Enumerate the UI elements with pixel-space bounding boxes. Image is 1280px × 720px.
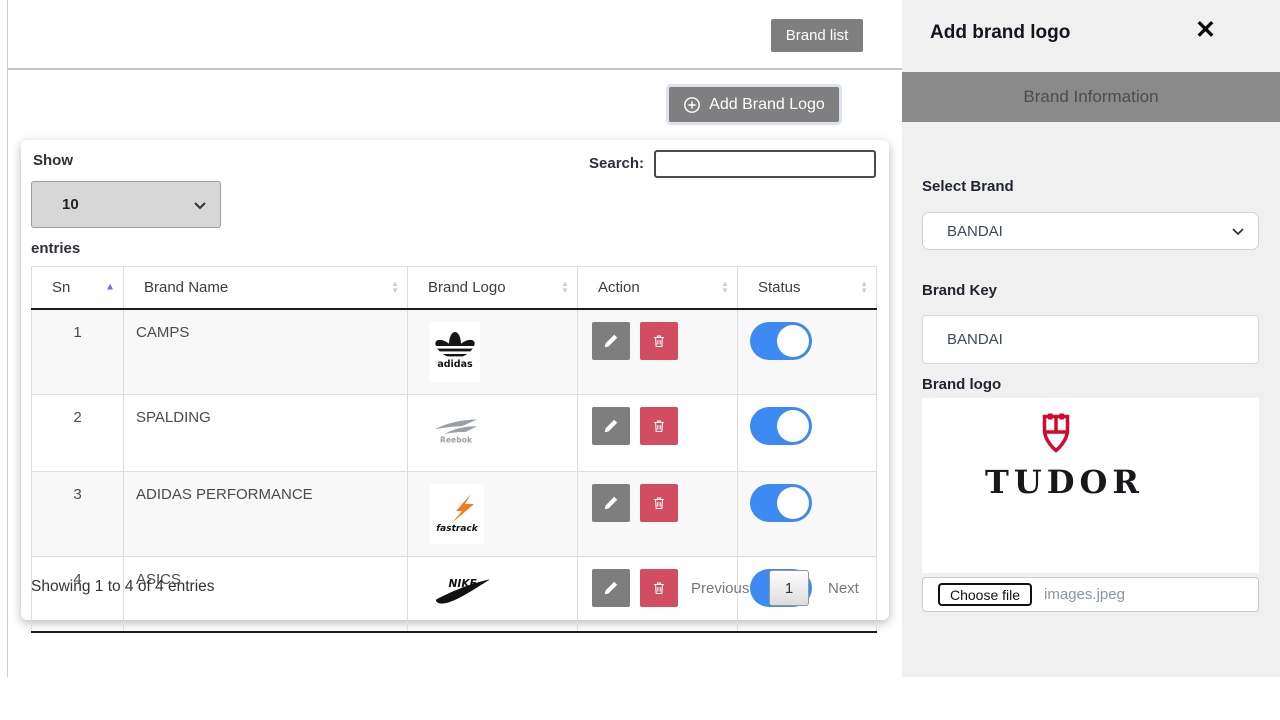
toggle-knob	[777, 409, 809, 442]
search-label: Search:	[589, 155, 645, 172]
delete-button[interactable]	[640, 568, 679, 607]
column-label: Brand Logo	[428, 278, 506, 296]
trash-icon	[654, 581, 665, 594]
brand-table: Sn ▲ Brand Name ▲ ▼ Brand Logo ▲ ▼ Action ▲ ▼ Statu…	[31, 266, 877, 633]
table-row: 2 SPALDING Reebok	[31, 393, 877, 472]
page-size-value: 10	[62, 196, 79, 213]
delete-button[interactable]	[640, 321, 679, 360]
select-brand-dropdown[interactable]: BANDAI	[922, 212, 1259, 250]
cell-brand-name: SPALDING	[123, 393, 408, 472]
chevron-down-icon	[1232, 228, 1244, 236]
column-label: Status	[758, 278, 801, 296]
sort-icon: ▲ ▼	[561, 279, 569, 296]
cell-brand-name: ASICS	[123, 555, 408, 632]
brand-list-page: Brand list Add Brand Logo Show 10 entrie…	[7, 0, 902, 677]
column-header-action[interactable]: Action ▲ ▼	[577, 266, 738, 310]
select-brand-label: Select Brand	[922, 178, 1014, 195]
toggle-knob	[777, 486, 809, 519]
add-brand-logo-button[interactable]: Add Brand Logo	[669, 87, 839, 122]
pencil-icon	[604, 496, 618, 509]
tudor-logo: TUDOR	[985, 412, 1144, 501]
cell-sn: 2	[31, 393, 124, 472]
brand-logo-file-input[interactable]: Choose file images.jpeg	[922, 577, 1259, 612]
brand-information-header: Brand Information	[902, 72, 1280, 122]
status-toggle[interactable]	[750, 406, 812, 445]
brand-list-button[interactable]: Brand list	[771, 19, 863, 52]
select-brand-value: BANDAI	[947, 222, 1003, 240]
edit-button[interactable]	[592, 483, 630, 522]
svg-text:Reebok: Reebok	[440, 435, 473, 444]
column-label: Action	[598, 278, 640, 296]
column-label: Sn	[52, 278, 71, 296]
sort-icon: ▲ ▼	[391, 279, 399, 296]
brand-logo-label: Brand logo	[922, 376, 1002, 393]
choose-file-button[interactable]: Choose file	[938, 583, 1033, 606]
sort-icon: ▲ ▼	[721, 279, 729, 296]
table-header-row: Sn ▲ Brand Name ▲ ▼ Brand Logo ▲ ▼ Action ▲ ▼ Statu…	[31, 266, 877, 310]
table-info: Showing 1 to 4 of 4 entries	[31, 578, 215, 595]
panel-title: Add brand logo	[930, 22, 1071, 43]
cell-brand-name: ADIDAS PERFORMANCE	[123, 470, 408, 557]
brand-key-input[interactable]	[922, 315, 1259, 364]
cell-sn: 3	[31, 470, 124, 557]
column-header-status[interactable]: Status ▲ ▼	[737, 266, 877, 310]
search-input[interactable]	[654, 150, 876, 178]
topbar: Brand list	[8, 0, 902, 70]
table-row: 3 ADIDAS PERFORMANCE fastrack	[31, 470, 877, 557]
svg-text:fastrack: fastrack	[436, 524, 478, 534]
edit-button[interactable]	[592, 568, 630, 607]
pencil-icon	[604, 334, 618, 347]
delete-button[interactable]	[640, 406, 679, 445]
brand-logo-preview: TUDOR	[922, 398, 1259, 573]
tudor-shield-icon	[1042, 413, 1070, 453]
brand-table-card: Show 10 entries Search: Sn ▲ Brand Name ▲ ▼ B…	[21, 140, 889, 633]
status-toggle[interactable]	[750, 321, 812, 360]
entries-label: entries	[31, 240, 81, 257]
previous-button[interactable]: Previous	[691, 580, 750, 597]
cell-brand-name: CAMPS	[123, 308, 408, 395]
chevron-down-icon	[194, 202, 206, 210]
reebok-logo: Reebok	[430, 406, 482, 459]
column-header-brand-logo[interactable]: Brand Logo ▲ ▼	[407, 266, 578, 310]
page-size-select[interactable]: 10	[31, 181, 221, 228]
brand-key-label: Brand Key	[922, 282, 998, 299]
table-row: 1 CAMPS adidas	[31, 308, 877, 395]
selected-file-name: images.jpeg	[1044, 586, 1125, 603]
delete-button[interactable]	[640, 483, 679, 522]
trash-icon	[654, 419, 665, 432]
show-label: Show	[33, 152, 73, 169]
column-header-brand-name[interactable]: Brand Name ▲ ▼	[123, 266, 408, 310]
cell-sn: 1	[31, 308, 124, 395]
trash-icon	[654, 334, 665, 347]
column-label: Brand Name	[144, 278, 229, 296]
page-1-button[interactable]: 1	[769, 570, 809, 606]
edit-button[interactable]	[592, 406, 630, 445]
pencil-icon	[604, 419, 618, 432]
table-row: 4 ASICS NIKE	[31, 555, 877, 632]
plus-circle-icon	[683, 96, 701, 114]
close-icon[interactable]: ✕	[1195, 16, 1216, 44]
sort-icon: ▲ ▼	[860, 279, 868, 296]
pencil-icon	[604, 581, 618, 594]
fastrack-logo: fastrack	[430, 483, 484, 544]
add-brand-logo-panel: Add brand logo ✕ Brand Information Selec…	[902, 0, 1280, 677]
column-header-sn[interactable]: Sn ▲	[31, 266, 124, 310]
status-toggle[interactable]	[750, 483, 812, 522]
nike-logo: NIKE	[430, 568, 496, 619]
tudor-wordmark: TUDOR	[985, 463, 1144, 501]
table-body: 1 CAMPS adidas	[31, 308, 877, 632]
svg-text:adidas: adidas	[437, 359, 473, 370]
toggle-knob	[777, 324, 809, 357]
edit-button[interactable]	[592, 321, 630, 360]
trash-icon	[654, 496, 665, 509]
next-button[interactable]: Next	[828, 580, 859, 597]
sort-ascending-icon: ▲	[105, 281, 115, 293]
adidas-logo: adidas	[430, 321, 480, 382]
add-brand-logo-label: Add Brand Logo	[709, 95, 825, 113]
